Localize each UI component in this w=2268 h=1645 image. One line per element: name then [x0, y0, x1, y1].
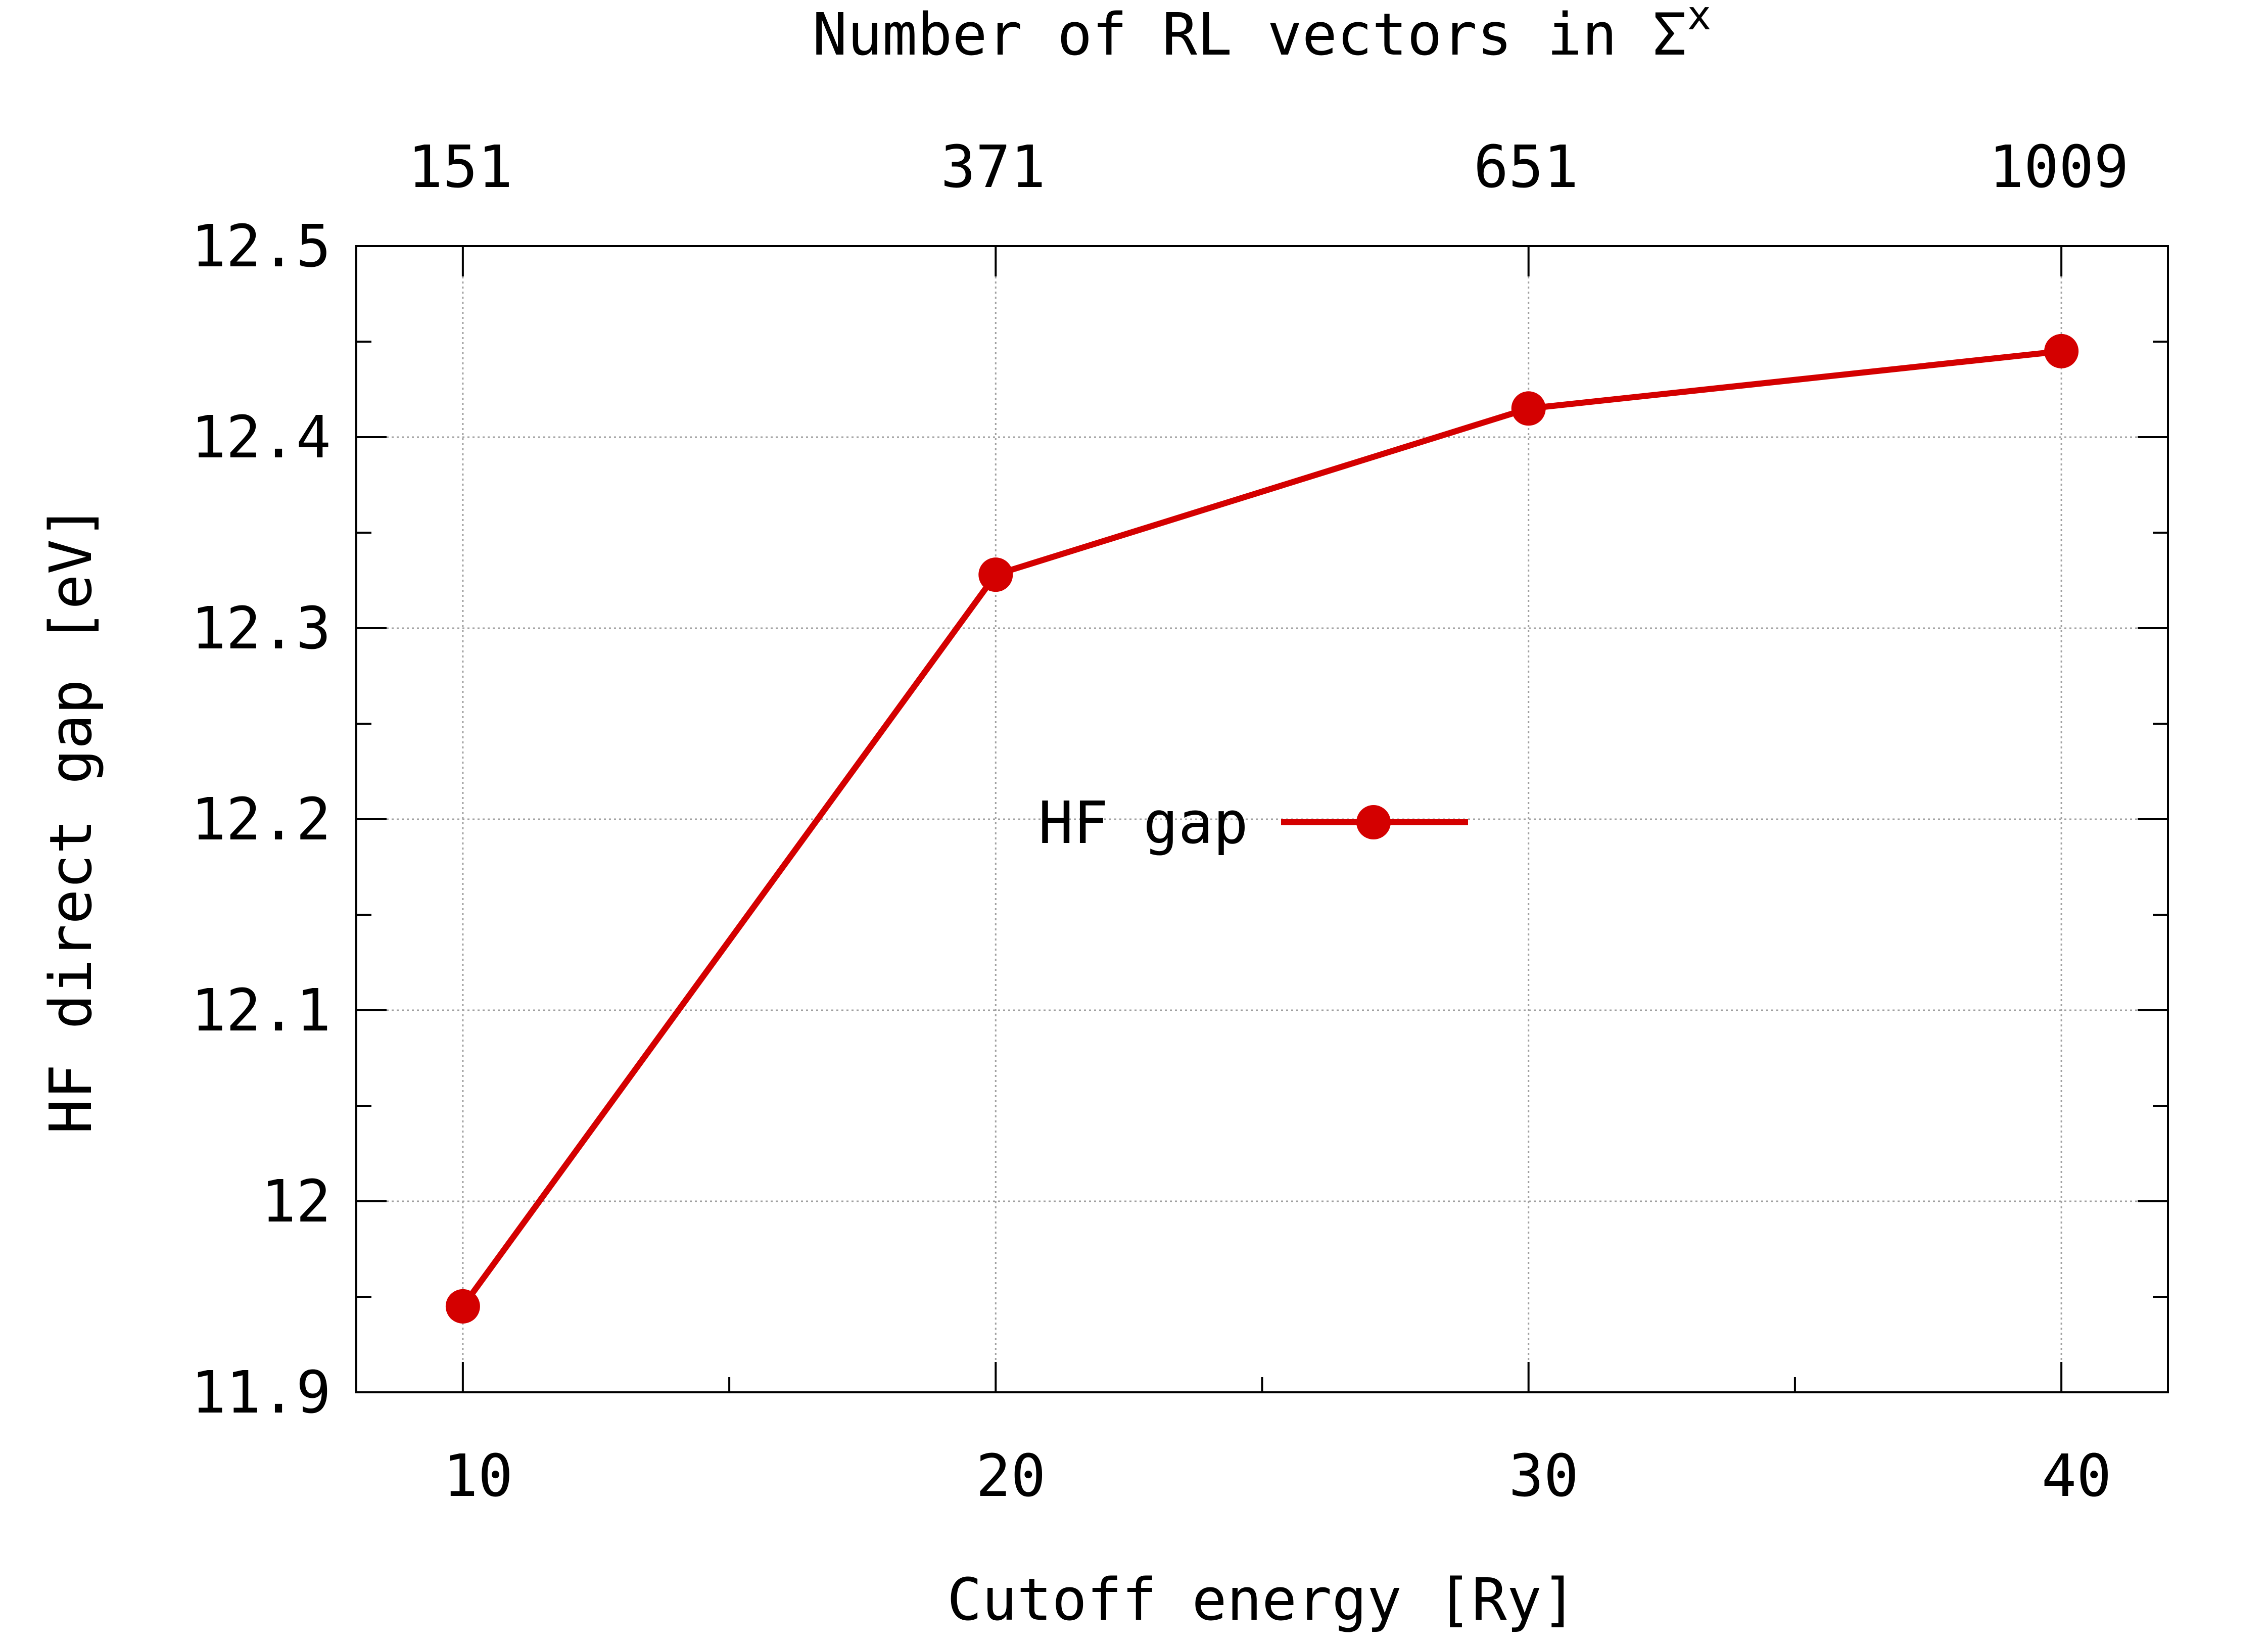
x-tick-labels: 10 20 30 40: [443, 1442, 2112, 1510]
legend-marker: [1356, 805, 1391, 839]
data-point: [445, 1289, 480, 1324]
data-point: [978, 557, 1013, 592]
plot-frame: [355, 245, 2169, 1393]
x2-tick-label: 151: [408, 133, 513, 201]
legend: HF gap: [1038, 789, 1468, 857]
x-tick-label: 10: [443, 1442, 513, 1510]
y-tick-label: 11.9: [191, 1359, 331, 1427]
y-tick-labels: 11.9 12 12.1 12.2 12.3 12.4 12.5: [191, 213, 331, 1427]
y-tick-label: 12.4: [191, 404, 331, 472]
x2-tick-labels: 151 371 651 1009: [408, 133, 2129, 201]
y-tick-label: 12.2: [191, 786, 331, 854]
x-axis-title: Cutoff energy [Ry]: [947, 1566, 1577, 1634]
data-point: [1511, 391, 1546, 426]
x2-tick-label: 371: [940, 133, 1046, 201]
series-layer: [445, 334, 2079, 1324]
grid: [356, 246, 2168, 1392]
y-tick-label: 12.1: [191, 977, 331, 1045]
y-tick-label: 12.3: [191, 595, 331, 663]
x-tick-label: 20: [976, 1442, 1046, 1510]
x-tick-label: 40: [2042, 1442, 2111, 1510]
x2-tick-label: 651: [1474, 133, 1579, 201]
series-line: [460, 348, 2062, 1308]
top-axis-title-sup: x: [1687, 0, 1711, 39]
top-axis-title: Number of RL vectors in Σx: [812, 0, 1711, 69]
top-axis-title-main: Number of RL vectors in Σ: [812, 1, 1687, 69]
y-axis-title: HF direct gap [eV]: [37, 504, 105, 1134]
x-tick-label: 30: [1508, 1442, 1578, 1510]
data-point: [2044, 334, 2079, 368]
legend-label: HF gap: [1038, 789, 1248, 857]
x2-tick-label: 1009: [1989, 133, 2129, 201]
y-tick-label: 12.5: [191, 213, 331, 280]
y-tick-label: 12: [261, 1168, 331, 1236]
